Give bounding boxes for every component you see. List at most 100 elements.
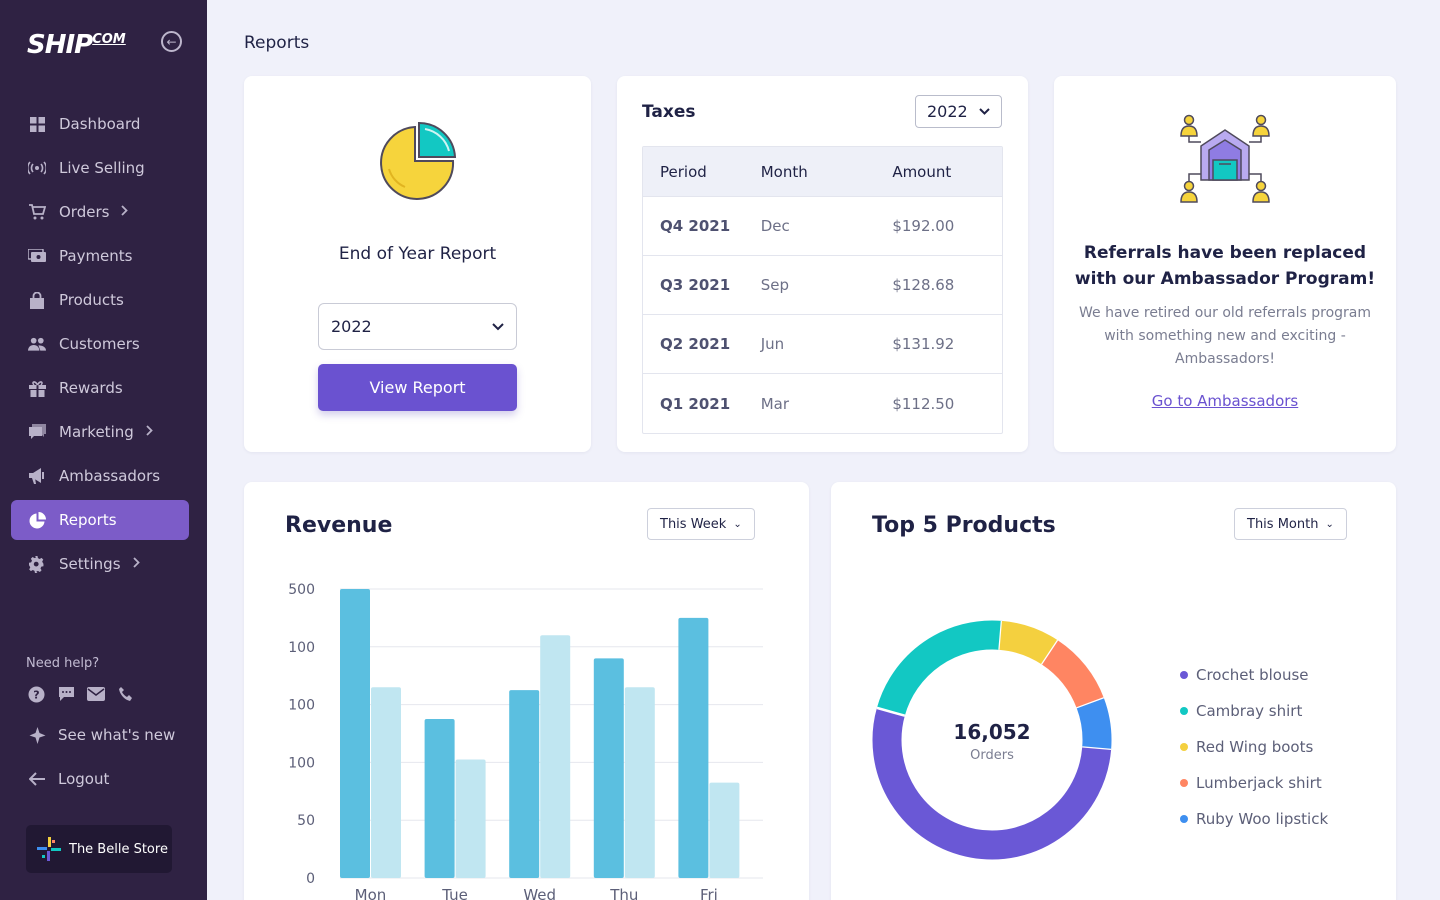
store-logo-icon — [37, 837, 61, 861]
chevron-down-icon: ⌄ — [1325, 518, 1334, 530]
donut-slice[interactable] — [1076, 698, 1112, 750]
sidebar-item-label: Live Selling — [59, 159, 145, 177]
month-cell: Dec — [760, 217, 790, 235]
sidebar-item-label: Rewards — [59, 379, 123, 397]
column-header: Month — [760, 162, 808, 181]
logout-link[interactable]: Logout — [28, 770, 109, 788]
sidebar-item-dashboard[interactable]: Dashboard — [11, 104, 189, 144]
revenue-bar[interactable] — [509, 690, 540, 878]
referrals-card: Referrals have been replaced with our Am… — [1054, 76, 1396, 452]
taxes-table: Period Month Amount Q4 2021 Dec $192.00 … — [642, 146, 1003, 434]
amount-cell: $131.92 — [892, 335, 955, 353]
column-header: Period — [660, 162, 707, 181]
legend-label: Crochet blouse — [1196, 666, 1309, 684]
question-icon[interactable]: ? — [27, 685, 45, 703]
donut-slice[interactable] — [876, 620, 1002, 717]
collapse-sidebar-icon[interactable]: ← — [161, 31, 182, 52]
end-of-year-year-select[interactable]: 2022 — [318, 303, 517, 350]
whats-new-label: See what's new — [58, 726, 176, 744]
page-title: Reports — [244, 33, 310, 53]
sidebar-item-settings[interactable]: Settings — [11, 544, 189, 584]
top-products-range-value: This Month — [1247, 516, 1319, 532]
revenue-bar[interactable] — [678, 617, 709, 878]
taxes-table-header: Period Month Amount — [643, 147, 1002, 197]
taxes-title: Taxes — [642, 102, 696, 122]
taxes-year-select[interactable]: 2022 — [915, 95, 1002, 128]
sidebar-item-marketing[interactable]: Marketing — [11, 412, 189, 452]
sidebar-item-products[interactable]: Products — [11, 280, 189, 320]
sidebar-item-label: Marketing — [59, 423, 134, 441]
sidebar-item-reports[interactable]: Reports — [11, 500, 189, 540]
grid-icon — [28, 115, 46, 133]
donut-separator — [876, 706, 906, 717]
chevron-right-icon — [132, 556, 140, 572]
mail-icon[interactable] — [87, 685, 105, 703]
y-tick-label: 50 — [297, 813, 315, 829]
payments-icon — [28, 247, 46, 265]
people-icon — [28, 335, 46, 353]
sidebar-item-ambassadors[interactable]: Ambassadors — [11, 456, 189, 496]
revenue-bar[interactable] — [340, 589, 370, 878]
donut-slice[interactable] — [872, 707, 1112, 860]
x-tick-label: Tue — [441, 886, 468, 900]
donut-slice[interactable] — [1041, 640, 1104, 709]
revenue-range-value: This Week — [660, 516, 727, 532]
sidebar-item-label: Orders — [59, 203, 110, 221]
table-row: Q3 2021 Sep $128.68 — [643, 256, 1002, 315]
chevron-right-icon — [146, 424, 153, 440]
bag-icon — [28, 291, 46, 309]
x-tick-label: Fri — [700, 886, 718, 900]
taxes-card: Taxes 2022 Period Month Amount Q4 2021 D… — [617, 76, 1028, 452]
revenue-bar[interactable] — [371, 687, 401, 878]
top-products-title: Top 5 Products — [872, 513, 1056, 538]
revenue-range-select[interactable]: This Week ⌄ — [647, 508, 755, 540]
top-products-card: Top 5 Products This Month ⌄ 16,052 Order… — [831, 482, 1396, 900]
orders-total: 16,052 — [953, 720, 1031, 744]
revenue-bar[interactable] — [624, 687, 655, 878]
legend-dot-icon — [1180, 743, 1188, 751]
sidebar-item-customers[interactable]: Customers — [11, 324, 189, 364]
legend-dot-icon — [1180, 671, 1188, 679]
top-products-donut-chart — [872, 620, 1112, 860]
y-tick-label: 100 — [288, 755, 315, 771]
sidebar-item-orders[interactable]: Orders — [11, 192, 189, 232]
sidebar-item-label: Settings — [59, 555, 121, 573]
sidebar-item-live-selling[interactable]: Live Selling — [11, 148, 189, 188]
month-cell: Mar — [760, 394, 790, 413]
help-icons: ? — [27, 685, 135, 703]
chat-icon — [28, 423, 46, 441]
megaphone-icon — [28, 467, 46, 485]
chevron-right-icon — [121, 204, 129, 220]
gift-icon — [28, 379, 46, 397]
chevron-down-icon — [492, 322, 504, 330]
sidebar-item-label: Reports — [59, 511, 117, 529]
legend-label: Ruby Woo lipstick — [1196, 810, 1329, 828]
period-cell: Q1 2021 — [660, 394, 731, 413]
legend-item: Ruby Woo lipstick — [1180, 801, 1328, 837]
revenue-bar[interactable] — [455, 759, 486, 878]
revenue-bar[interactable] — [593, 658, 624, 878]
top-products-range-select[interactable]: This Month ⌄ — [1234, 508, 1347, 540]
sidebar-item-rewards[interactable]: Rewards — [11, 368, 189, 408]
whats-new-link[interactable]: See what's new — [28, 726, 175, 744]
donut-center: 16,052 Orders — [872, 720, 1112, 763]
donut-separator — [1041, 639, 1060, 666]
go-to-ambassadors-link[interactable]: Go to Ambassadors — [1151, 392, 1299, 410]
phone-icon[interactable] — [117, 685, 135, 703]
broadcast-icon — [28, 159, 46, 177]
sidebar-item-payments[interactable]: Payments — [11, 236, 189, 276]
store-switcher[interactable]: The Belle Store — [26, 825, 172, 873]
revenue-title: Revenue — [285, 513, 393, 538]
revenue-bar[interactable] — [424, 719, 455, 878]
donut-slice[interactable] — [999, 620, 1059, 665]
revenue-bar[interactable] — [709, 782, 740, 878]
end-of-year-year-value: 2022 — [331, 317, 372, 336]
chat-icon[interactable] — [57, 685, 75, 703]
legend-dot-icon — [1180, 815, 1188, 823]
amount-cell: $192.00 — [892, 217, 955, 235]
sidebar-item-label: Payments — [59, 247, 133, 265]
shipcom-logo[interactable]: SHIPCOM — [27, 30, 126, 60]
revenue-bar[interactable] — [540, 635, 571, 878]
view-report-button[interactable]: View Report — [318, 364, 517, 411]
sidebar-nav: Dashboard Live Selling Orders Payments Produ… — [11, 104, 189, 588]
